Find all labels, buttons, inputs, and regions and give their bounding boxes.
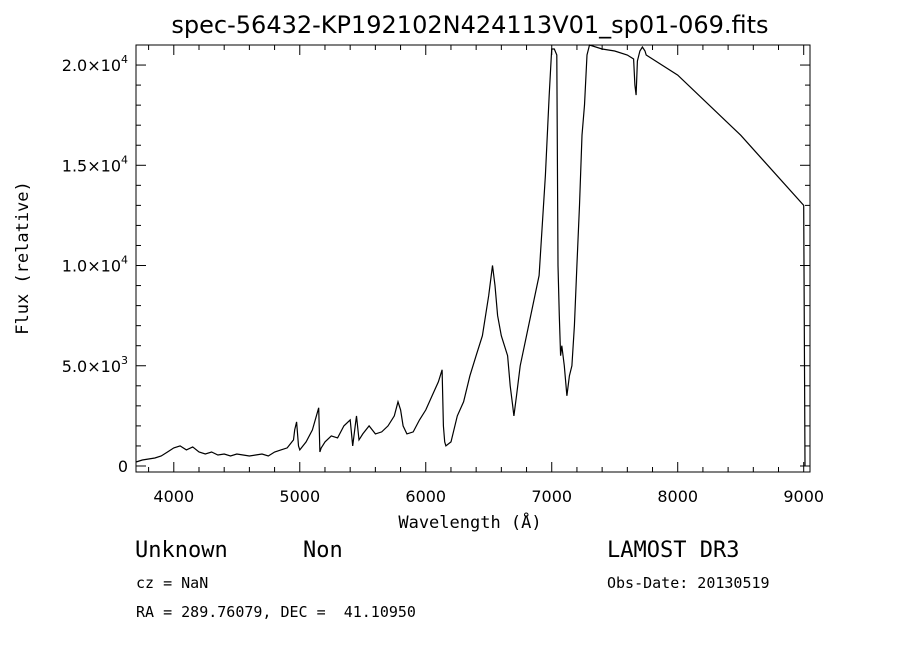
x-tick-label: 8000 [657, 487, 698, 506]
y-axis-ticks: 0 5.0×103 1.0×104 1.5×104 2.0×104 [62, 53, 810, 476]
x-tick-label: 9000 [783, 487, 824, 506]
x-axis-ticks: 4000 5000 6000 7000 8000 9000 [148, 45, 824, 506]
plot-frame [135, 44, 811, 473]
observation-date: Obs-Date: 20130519 [607, 574, 770, 592]
chart-title: spec-56432-KP192102N424113V01_sp01-069.f… [171, 11, 768, 39]
object-class: Unknown [135, 538, 228, 563]
y-tick-label: 0 [118, 457, 128, 476]
y-axis-label: Flux (relative) [13, 181, 33, 335]
cz-value: cz = NaN [136, 574, 209, 592]
ra-dec-coordinates: RA = 289.76079, DEC = 41.10950 [136, 603, 416, 621]
survey-name: LAMOST DR3 [607, 538, 740, 563]
x-axis-label: Wavelength (Å) [398, 511, 541, 533]
y-tick-label: 5.0×103 [62, 354, 128, 376]
x-tick-label: 7000 [531, 487, 572, 506]
object-subclass: Non [303, 538, 343, 563]
x-tick-label: 6000 [405, 487, 446, 506]
spectrum-line [135, 44, 806, 467]
y-tick-label: 2.0×104 [62, 53, 128, 75]
y-tick-label: 1.0×104 [62, 254, 128, 276]
spectrum-series [135, 44, 806, 467]
x-tick-label: 5000 [279, 487, 320, 506]
y-tick-label: 1.5×104 [62, 153, 128, 175]
x-tick-label: 4000 [153, 487, 194, 506]
